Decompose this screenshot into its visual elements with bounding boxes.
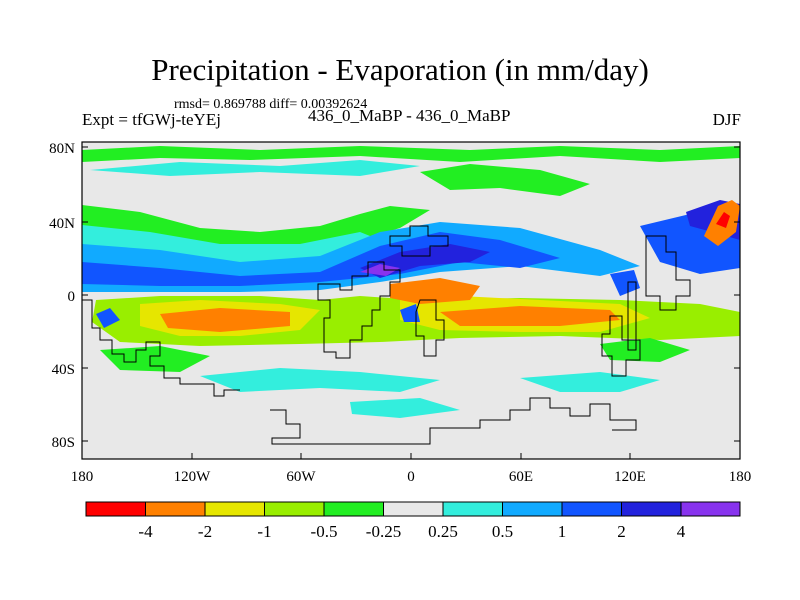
colorbar-swatch-9 (621, 501, 682, 517)
contour-north-atlantic-green (420, 164, 590, 196)
colorbar-swatch-2 (204, 501, 265, 517)
rmsd-diff-stats: rmsd= 0.869788 diff= 0.00392624 (174, 97, 368, 112)
x-label-120e: 120E (614, 469, 646, 485)
colorbar-label-0: -4 (138, 522, 153, 541)
case-names: 436_0_MaBP - 436_0_MaBP (308, 106, 511, 125)
x-label-60e: 60E (509, 469, 533, 485)
colorbar-label-7: 1 (558, 522, 567, 541)
experiment-label: Expt = tfGWj-teYEj (82, 110, 221, 129)
continent-outlines (82, 225, 691, 445)
outline-continent-f (82, 299, 240, 397)
colorbar-label-4: -0.25 (366, 522, 401, 541)
outline-continent-a (317, 261, 401, 359)
colorbar-label-8: 2 (617, 522, 626, 541)
colorbar-swatch-7 (502, 501, 563, 517)
colorbar-label-5: 0.25 (428, 522, 458, 541)
colorbar-swatch-6 (442, 501, 503, 517)
y-axis-ticks (82, 146, 740, 442)
outline-continent-c (415, 299, 445, 357)
x-label-0: 0 (407, 469, 415, 485)
contour-kuroshio-red (716, 212, 730, 228)
colorbar: -4 -2 -1 -0.5 -0.25 0.25 0.5 1 2 4 (85, 501, 741, 541)
colorbar-swatch-0 (85, 501, 146, 517)
outline-antarctic (270, 397, 637, 445)
outline-continent-e (601, 315, 641, 377)
outline-continent-d (627, 235, 691, 351)
colorbar-label-9: 4 (677, 522, 686, 541)
contour-north-cyan (90, 160, 420, 176)
contour-south-green (100, 338, 690, 372)
outline-continent-b (389, 225, 449, 257)
y-label-40n: 40N (49, 216, 75, 232)
colorbar-label-6: 0.5 (492, 522, 513, 541)
x-label-60w: 60W (286, 469, 316, 485)
contour-fields (82, 146, 740, 418)
colorbar-swatch-1 (145, 501, 206, 517)
colorbar-swatch-8 (561, 501, 622, 517)
colorbar-label-2: -1 (257, 522, 271, 541)
y-label-80s: 80S (52, 435, 75, 451)
x-label-180e: 180 (729, 469, 752, 485)
x-label-180w: 180 (71, 469, 94, 485)
contour-north-green (82, 146, 740, 162)
colorbar-swatch-10 (680, 501, 741, 517)
x-label-120w: 120W (174, 469, 212, 485)
map-title: Precipitation - Evaporation (in mm/day) (151, 52, 649, 87)
colorbar-swatch-3 (264, 501, 325, 517)
colorbar-label-1: -2 (198, 522, 212, 541)
contour-south-cyan (200, 368, 660, 418)
colorbar-label-3: -0.5 (311, 522, 338, 541)
contour-dry-orange (160, 278, 620, 332)
colorbar-swatch-5 (383, 501, 444, 517)
y-label-40s: 40S (52, 362, 75, 378)
contour-wet-band-purple (360, 264, 400, 276)
x-axis-ticks (81, 453, 741, 459)
y-label-80n: 80N (49, 141, 75, 157)
season-label: DJF (712, 110, 741, 129)
y-label-0: 0 (68, 289, 76, 305)
colorbar-swatch-4 (323, 501, 384, 517)
